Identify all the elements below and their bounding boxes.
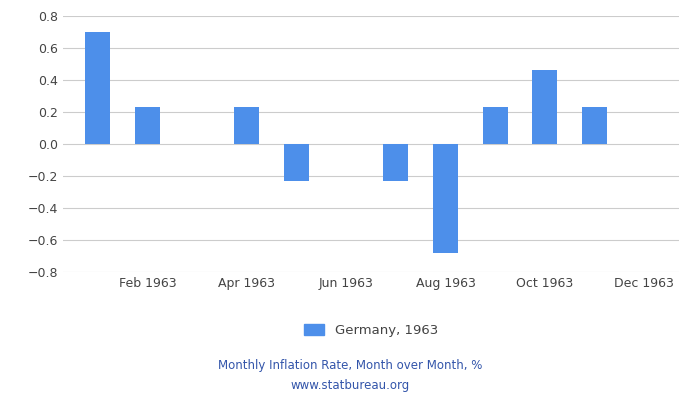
Text: Monthly Inflation Rate, Month over Month, %: Monthly Inflation Rate, Month over Month…: [218, 360, 482, 372]
Bar: [284, 144, 309, 181]
Bar: [384, 144, 408, 181]
Legend: Germany, 1963: Germany, 1963: [299, 318, 443, 342]
Bar: [533, 70, 557, 144]
Bar: [582, 107, 607, 144]
Bar: [234, 107, 259, 144]
Bar: [135, 107, 160, 144]
Text: www.statbureau.org: www.statbureau.org: [290, 380, 410, 392]
Bar: [85, 32, 110, 144]
Bar: [433, 144, 458, 253]
Bar: [483, 107, 507, 144]
